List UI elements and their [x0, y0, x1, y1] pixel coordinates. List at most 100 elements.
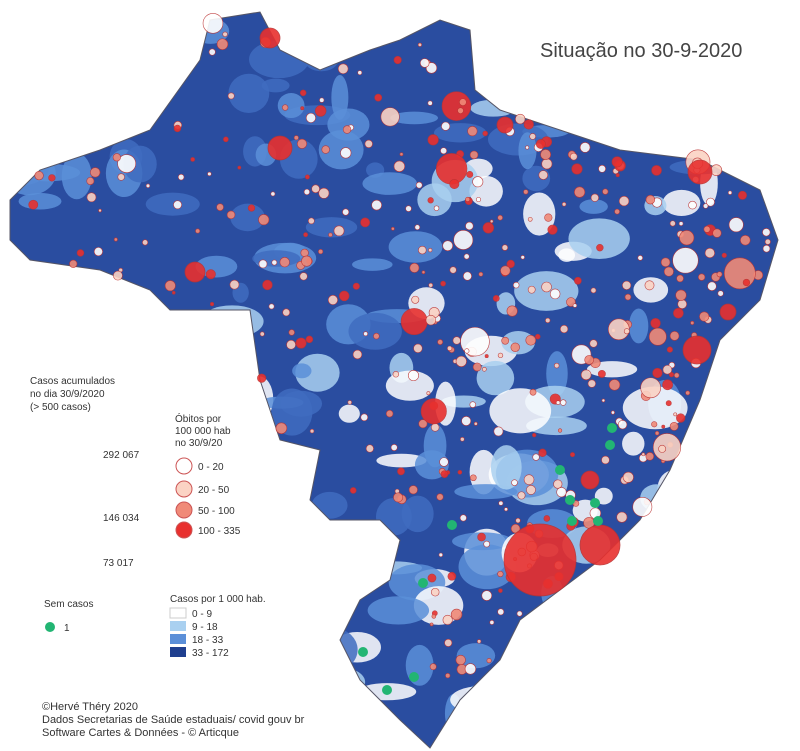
circle — [271, 259, 278, 266]
circle — [559, 324, 569, 334]
circle — [48, 174, 56, 182]
circle — [382, 685, 392, 695]
circle — [740, 234, 751, 246]
circle — [477, 532, 486, 542]
region — [613, 0, 649, 9]
circle — [571, 163, 583, 175]
region — [10, 12, 14, 15]
circle — [421, 270, 426, 275]
circle — [685, 390, 691, 396]
circle — [311, 184, 320, 194]
region — [228, 73, 270, 113]
region — [252, 500, 275, 524]
region — [13, 500, 69, 536]
circle — [618, 195, 630, 207]
region — [356, 733, 394, 748]
region — [100, 280, 130, 298]
circle — [28, 199, 39, 210]
region — [285, 12, 323, 30]
circle — [706, 197, 715, 207]
circle — [547, 224, 558, 235]
circle — [453, 229, 474, 250]
circle — [418, 245, 427, 255]
circle — [441, 91, 472, 121]
circle — [640, 377, 661, 399]
region — [388, 231, 443, 263]
circle — [717, 290, 724, 297]
region — [11, 0, 70, 8]
circle — [427, 100, 433, 106]
circle — [428, 282, 434, 288]
circle — [497, 352, 504, 359]
legend-swatch — [169, 607, 187, 619]
region — [607, 57, 649, 100]
circle — [672, 247, 699, 274]
legend-label: 1 — [64, 623, 70, 634]
circle — [429, 663, 437, 671]
circle — [427, 573, 437, 583]
circle — [555, 400, 561, 405]
circle — [666, 346, 673, 353]
circle — [538, 170, 549, 180]
circle — [426, 391, 431, 396]
circle — [690, 320, 695, 325]
circle — [707, 281, 717, 291]
circle — [489, 219, 494, 224]
circle — [462, 271, 472, 281]
circle — [337, 63, 349, 75]
circle — [597, 369, 606, 378]
region — [50, 298, 100, 341]
circle — [314, 105, 327, 117]
circle — [229, 279, 240, 290]
circle — [333, 225, 345, 237]
circle — [658, 444, 667, 453]
region — [18, 94, 40, 110]
circle — [540, 149, 552, 160]
region — [727, 660, 770, 695]
circle — [764, 238, 771, 245]
region — [591, 650, 649, 666]
region — [716, 135, 778, 179]
circle — [590, 498, 600, 508]
region — [546, 351, 568, 397]
circle — [373, 332, 380, 340]
circle — [555, 465, 565, 475]
circle — [579, 142, 591, 153]
circle — [399, 152, 404, 157]
circle — [661, 424, 666, 429]
circle — [257, 373, 267, 383]
region — [644, 731, 699, 748]
region — [698, 582, 741, 629]
circle — [602, 188, 609, 195]
circle — [712, 228, 722, 238]
circle — [76, 249, 85, 257]
region — [450, 12, 505, 21]
circle — [247, 204, 256, 212]
circle — [464, 663, 477, 675]
circle — [393, 160, 406, 173]
region — [108, 42, 158, 75]
region — [10, 411, 42, 455]
region — [450, 686, 511, 714]
circle — [702, 203, 709, 209]
region — [700, 0, 736, 7]
region — [686, 541, 745, 557]
circle — [268, 303, 275, 310]
circle — [385, 409, 394, 418]
region — [362, 172, 418, 195]
circle — [293, 135, 299, 141]
legend-swatch — [170, 634, 186, 644]
legend-line: no 30/9/20 — [175, 438, 223, 449]
circle — [441, 121, 451, 131]
circle — [205, 269, 216, 280]
circle — [679, 230, 695, 246]
region — [594, 487, 613, 505]
circle — [561, 202, 567, 207]
circle — [452, 336, 461, 345]
circle — [440, 147, 448, 155]
circle — [93, 247, 103, 257]
credit-line: Dados Secretarias de Saúde estaduais/ co… — [42, 714, 305, 726]
region — [655, 86, 715, 125]
circle — [275, 422, 288, 435]
credit-line: ©Hervé Théry 2020 — [42, 701, 138, 713]
